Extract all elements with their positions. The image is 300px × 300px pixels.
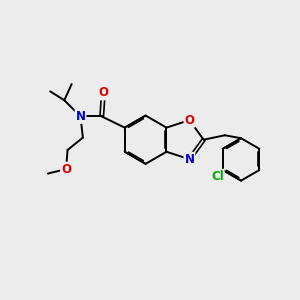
Text: Cl: Cl — [211, 170, 224, 183]
Text: O: O — [184, 114, 194, 127]
Text: O: O — [61, 163, 71, 176]
Text: O: O — [98, 86, 108, 99]
Text: N: N — [76, 110, 85, 123]
Text: N: N — [184, 153, 194, 166]
